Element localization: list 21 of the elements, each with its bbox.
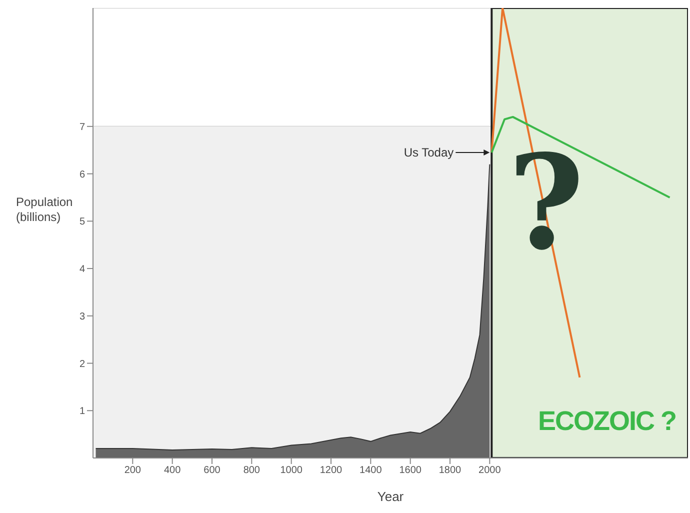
x-tick-label: 2000: [478, 465, 502, 476]
x-tick-label: 1600: [399, 465, 422, 476]
y-tick-label: 3: [79, 311, 86, 322]
y-tick-label: 5: [79, 216, 86, 228]
x-tick-label: 1800: [438, 465, 462, 476]
x-tick-label: 1000: [280, 465, 303, 476]
x-tick-label: 1200: [320, 465, 343, 476]
x-tick-label: 600: [204, 465, 221, 476]
x-tick-label: 200: [124, 465, 142, 476]
y-tick-label: 7: [79, 122, 86, 133]
x-tick-label: 800: [243, 465, 260, 476]
x-tick-label: 400: [164, 465, 182, 476]
y-tick-label: 2: [79, 358, 86, 370]
annotation: Us Today: [404, 145, 454, 160]
y-axis-title: Population (billions): [16, 195, 73, 225]
y-tick-label: 1: [79, 406, 86, 418]
y-tick-label: 4: [79, 264, 86, 276]
x-axis-title: Year: [377, 489, 404, 504]
annotation: ECOZOIC ?: [538, 406, 676, 437]
x-tick-label: 1400: [360, 465, 382, 476]
y-tick-label: 6: [79, 169, 86, 180]
